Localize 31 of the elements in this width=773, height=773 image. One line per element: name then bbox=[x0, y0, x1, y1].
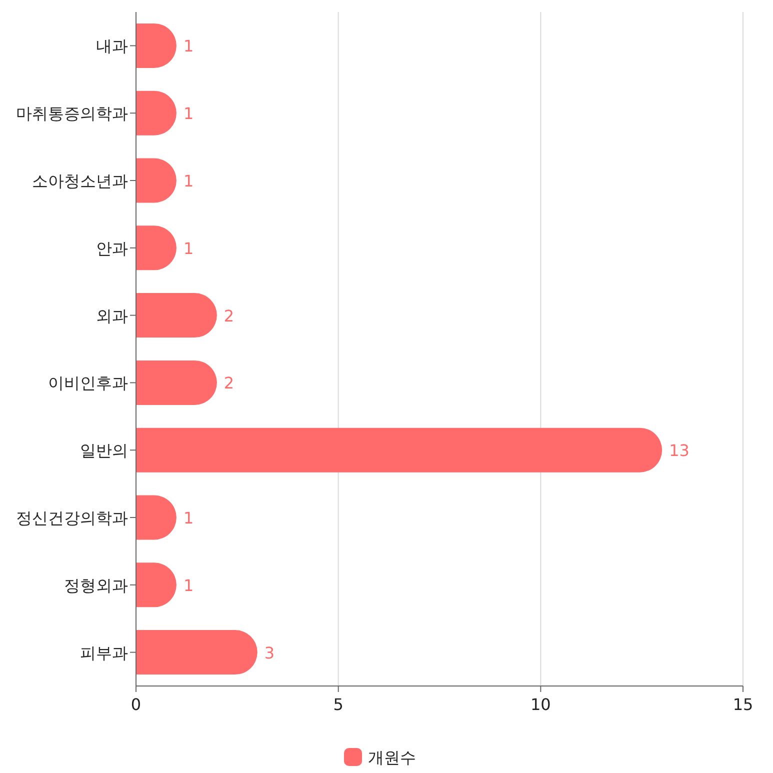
data-label: 1 bbox=[183, 104, 194, 124]
개원수: 1 1 1 1 2 2 13 1 1 3 bbox=[136, 23, 690, 675]
data-label: 1 bbox=[183, 172, 194, 190]
data-label: 1 bbox=[183, 36, 194, 56]
bar bbox=[136, 360, 217, 405]
data-label: 2 bbox=[224, 306, 234, 326]
x-tick-label: 5 bbox=[333, 695, 344, 714]
y-tick-label: 외과 bbox=[96, 306, 128, 326]
x-tick-label: 0 bbox=[130, 695, 142, 714]
y-tick-label: 마취통증의학과 bbox=[16, 104, 128, 124]
data-label: 1 bbox=[183, 508, 194, 528]
bar bbox=[136, 630, 258, 675]
y-tick-label: 피부과 bbox=[80, 643, 128, 662]
x-tick-label: 15 bbox=[732, 695, 754, 714]
data-label: 13 bbox=[669, 441, 690, 460]
data-label: 1 bbox=[183, 238, 194, 258]
y-tick-label: 소아청소년과 bbox=[32, 172, 128, 190]
data-label: 2 bbox=[224, 374, 234, 393]
y-tick-label: 이비인후과 bbox=[48, 374, 128, 393]
bar bbox=[136, 293, 217, 338]
legend: 개원수 bbox=[344, 748, 416, 767]
bar bbox=[136, 428, 662, 472]
y-tick-label: 안과 bbox=[96, 238, 128, 258]
x-tick-label: 10 bbox=[530, 695, 551, 714]
data-label: 3 bbox=[264, 643, 275, 662]
y-tick-label: 일반의 bbox=[80, 441, 128, 460]
y-tick-label: 내과 bbox=[96, 36, 128, 56]
y-tick-label: 정신건강의학과 bbox=[16, 508, 128, 528]
data-label: 1 bbox=[183, 576, 194, 595]
y-tick-label: 정형외과 bbox=[64, 576, 128, 595]
legend-label: 개원수 bbox=[368, 748, 416, 767]
